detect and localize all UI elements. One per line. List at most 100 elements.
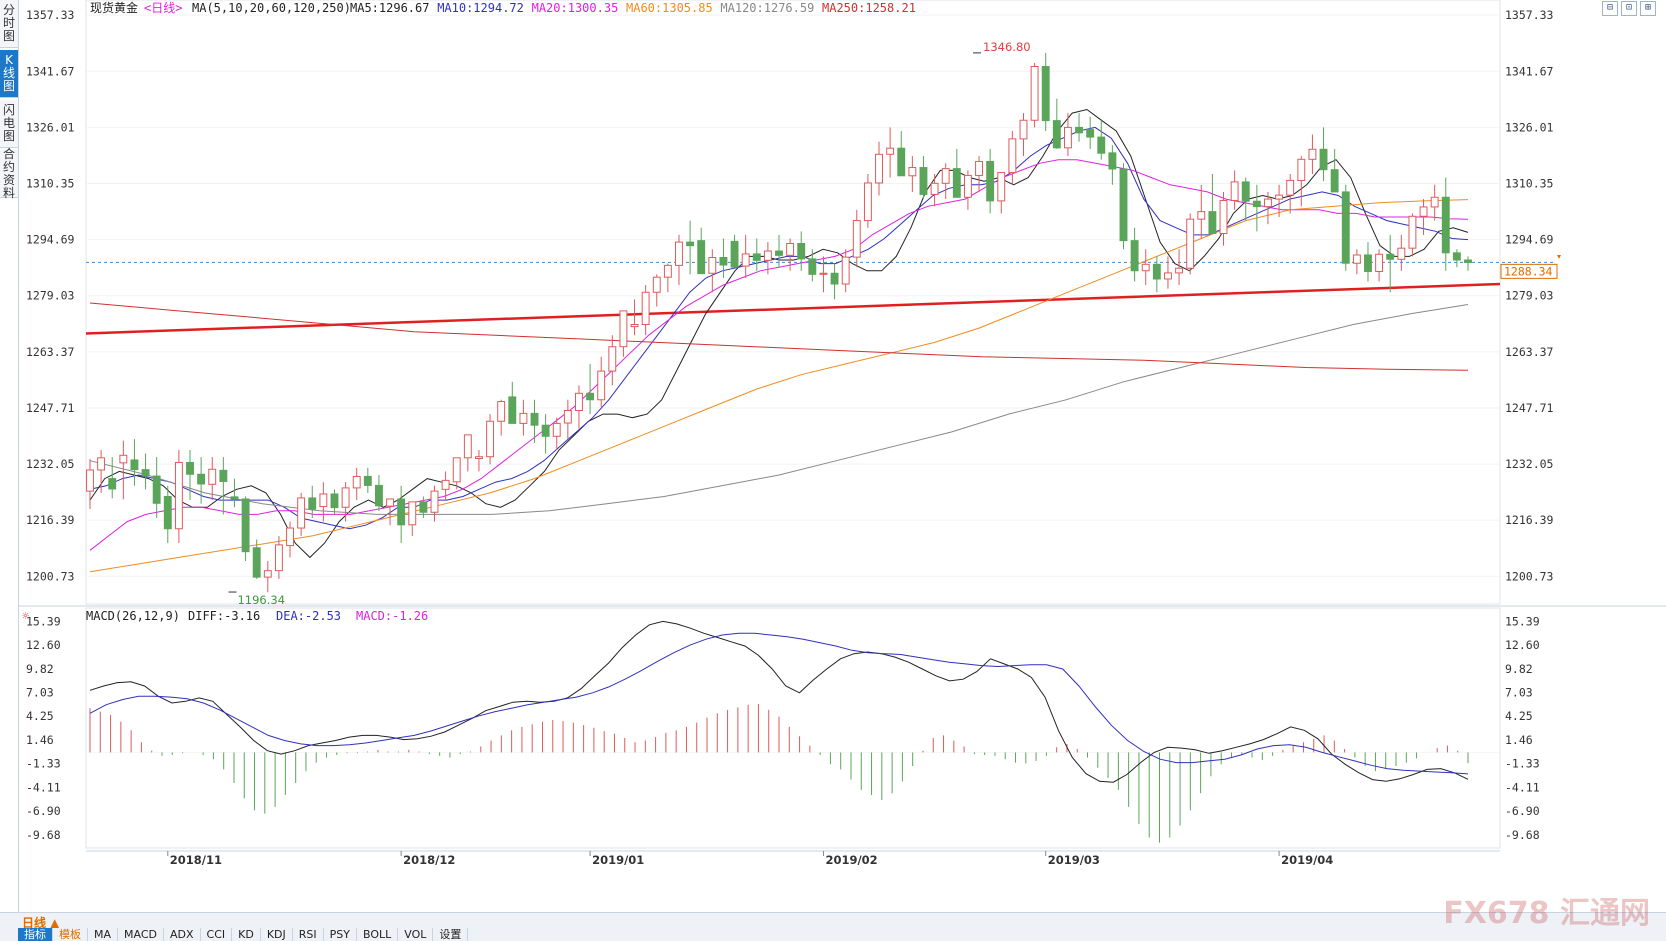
candle <box>797 231 806 271</box>
candle <box>1164 256 1172 289</box>
candle <box>963 170 972 210</box>
macd-y-tick-left: 15.39 <box>26 614 61 628</box>
candle-body <box>1063 126 1072 149</box>
candle-body <box>1075 126 1083 134</box>
candle <box>708 249 717 293</box>
candle <box>986 148 995 214</box>
chart-canvas[interactable]: 1357.33 1357.33 1341.67 1341.67 1326.01 1326.… <box>0 0 1666 912</box>
candle-body <box>130 459 139 471</box>
candle-body <box>1130 240 1139 272</box>
y-tick-left: 1279.03 <box>26 289 75 303</box>
y-tick-left: 1216.39 <box>26 513 75 527</box>
watermark-logo: FX678 汇通网 <box>1443 896 1650 931</box>
candle-body <box>1008 138 1017 174</box>
candle <box>208 457 217 501</box>
candle <box>875 141 883 196</box>
macd-y-tick-left: 9.82 <box>26 662 54 676</box>
indicator-tabs: 指标 模板 MA MACD ADX CCI KD KDJ RSI PSY BOLL VOL 设置 <box>18 928 469 941</box>
candle-body <box>997 172 1006 202</box>
indicator-tab-boll[interactable]: BOLL <box>356 928 399 941</box>
macd-y-tick-right: -6.90 <box>1505 804 1540 818</box>
ma-value-0: MA5:1296.67 <box>350 1 429 15</box>
indicator-tab-adx[interactable]: ADX <box>164 928 201 941</box>
candle-body <box>763 250 772 261</box>
indicator-tab-psy[interactable]: PSY <box>323 928 357 941</box>
candle-body <box>119 454 128 464</box>
candle <box>652 274 661 307</box>
indicator-tab-ma[interactable]: MA <box>88 928 119 941</box>
candle-body <box>1030 66 1039 121</box>
sidebar-tab-0[interactable]: 分时图 <box>0 0 18 48</box>
candle-body <box>1052 120 1061 149</box>
candle <box>697 227 706 275</box>
candle <box>1052 98 1061 149</box>
candle <box>1152 256 1161 293</box>
candle <box>1075 113 1083 142</box>
candle <box>1441 177 1450 271</box>
candle <box>1175 249 1184 286</box>
candle <box>575 385 583 429</box>
y-tick-right: 1279.03 <box>1505 289 1554 303</box>
indicator-tab-模板[interactable]: 模板 <box>53 928 88 941</box>
candle-body <box>752 253 761 261</box>
candle-body <box>841 256 850 285</box>
sidebar-tab-2[interactable]: 闪电图 <box>0 100 18 148</box>
indicator-tab-cci[interactable]: CCI <box>200 928 233 941</box>
candle-body <box>741 253 750 267</box>
y-tick-left: 1357.33 <box>26 8 75 22</box>
window-split-icon[interactable]: ⊟ <box>1602 1 1618 16</box>
candle-body <box>174 461 183 530</box>
main-panel-frame <box>85 0 1501 605</box>
candle <box>497 399 506 436</box>
candle-body <box>1364 254 1372 272</box>
candle-body <box>1297 158 1306 181</box>
y-tick-left: 1263.37 <box>26 345 75 359</box>
window-restore-icon[interactable]: ⊡ <box>1621 1 1637 16</box>
candle <box>1464 256 1472 271</box>
ma-line-ma20 <box>89 159 1469 551</box>
candle <box>419 496 428 518</box>
window-maximize-icon[interactable]: ⊞ <box>1640 1 1656 16</box>
candle-body <box>152 475 161 504</box>
candle <box>1019 113 1028 157</box>
indicator-tab-vol[interactable]: VOL <box>398 928 434 941</box>
candle-body <box>1252 200 1261 208</box>
candle-body <box>1119 168 1128 242</box>
indicator-tab-设置[interactable]: 设置 <box>433 928 469 941</box>
candle <box>352 467 361 501</box>
ma-value-5: MA250:1258.21 <box>822 1 916 15</box>
candle <box>719 238 728 278</box>
indicator-tab-macd[interactable]: MACD <box>118 928 164 941</box>
indicator-tab-rsi[interactable]: RSI <box>292 928 324 941</box>
candle <box>230 478 239 508</box>
candle-body <box>1264 198 1272 208</box>
indicator-tab-指标[interactable]: 指标 <box>18 928 53 941</box>
y-tick-right: 1294.69 <box>1505 233 1554 247</box>
candle <box>1130 227 1139 282</box>
candle <box>1275 184 1284 217</box>
candle-body <box>241 498 250 553</box>
indicator-tab-kdj[interactable]: KDJ <box>260 928 293 941</box>
candle <box>841 249 850 293</box>
candle-body <box>163 496 172 530</box>
macd-line-diff <box>89 620 1469 783</box>
sidebar-tab-3[interactable]: 合约资料 <box>0 147 18 199</box>
candle-body <box>263 570 272 578</box>
candle <box>219 457 228 515</box>
macd-y-tick-right: 1.46 <box>1505 733 1533 747</box>
ma-line-ma120 <box>89 304 1469 515</box>
y-tick-right: 1232.05 <box>1505 457 1553 471</box>
candle-body <box>108 478 117 490</box>
current-price-box <box>1500 263 1558 279</box>
y-tick-right: 1200.73 <box>1505 569 1554 583</box>
candle <box>641 285 650 336</box>
candle-body <box>475 456 483 460</box>
macd-y-tick-right: -1.33 <box>1505 757 1540 771</box>
candle-body <box>963 174 972 198</box>
period-selector-button[interactable]: 日线 ▲ <box>22 916 60 930</box>
candle-body <box>1308 148 1317 160</box>
candle-body <box>686 241 695 247</box>
indicator-tab-kd[interactable]: KD <box>232 928 261 941</box>
